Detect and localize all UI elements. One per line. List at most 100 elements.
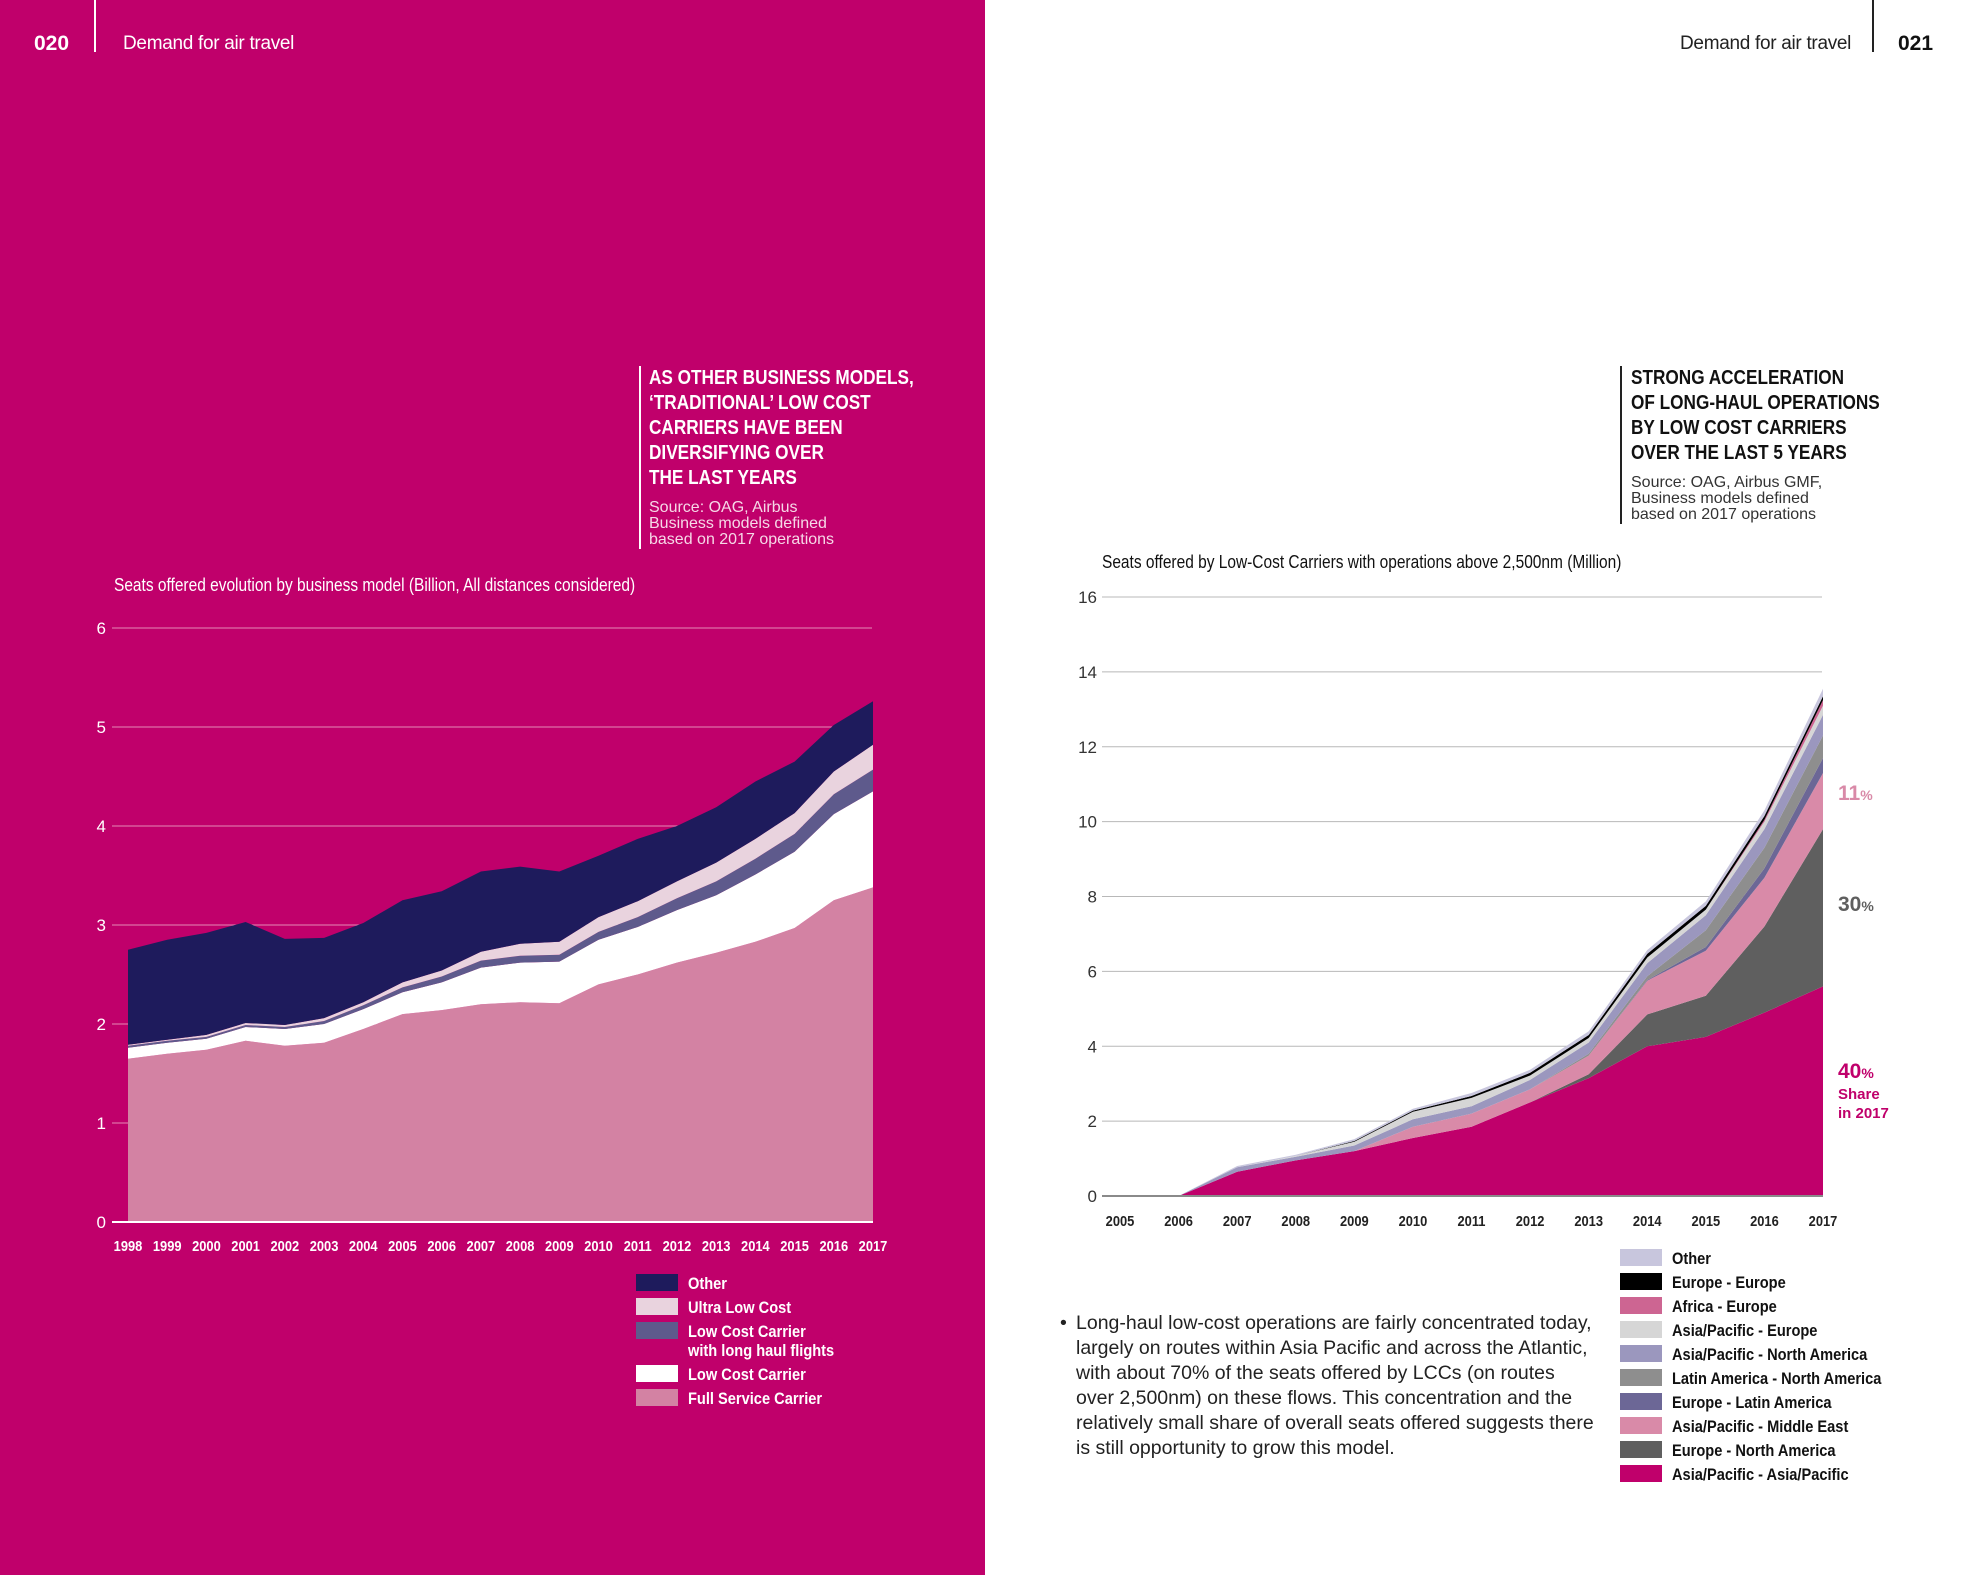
- legend-swatch: [636, 1365, 678, 1382]
- legend-item: Asia/Pacific - Europe: [1620, 1321, 1915, 1340]
- legend-swatch: [1620, 1249, 1662, 1266]
- share-label-30: 30%: [1838, 893, 1874, 917]
- y-tick-label: 2: [97, 1015, 106, 1034]
- x-tick-label: 2003: [310, 1237, 339, 1254]
- x-tick-label: 2006: [427, 1237, 456, 1254]
- legend-swatch: [636, 1322, 678, 1339]
- bullet-text: Long-haul low-cost operations are fairly…: [1076, 1312, 1594, 1459]
- bullet-icon: •: [1060, 1312, 1067, 1334]
- y-tick-label: 14: [1078, 663, 1097, 682]
- source-line: Business models defined: [649, 515, 827, 532]
- legend-item: Low Cost Carrier with long haul flights: [636, 1322, 858, 1360]
- share-unit: %: [1860, 787, 1873, 803]
- legend-label: Full Service Carrier: [688, 1389, 823, 1408]
- headline-left: AS OTHER BUSINESS MODELS, ‘TRADITIONAL’ …: [649, 366, 914, 491]
- x-tick-label: 2010: [1399, 1212, 1428, 1229]
- x-tick-label: 2010: [584, 1237, 613, 1254]
- legend-item: Latin America - North America: [1620, 1369, 1915, 1388]
- bullet-paragraph: • Long-haul low-cost operations are fair…: [1060, 1311, 1596, 1461]
- x-tick-label: 2016: [1750, 1212, 1779, 1229]
- header-divider-left: [94, 0, 96, 52]
- x-tick-label: 2013: [702, 1237, 731, 1254]
- x-tick-label: 2014: [741, 1237, 770, 1254]
- legend-left: Other Ultra Low Cost Low Cost Carrier with …: [636, 1274, 858, 1413]
- x-tick-label: 1999: [153, 1237, 182, 1254]
- legend-label: Ultra Low Cost: [688, 1298, 792, 1317]
- source-note-left: Source: OAG, Airbus Business models defi…: [649, 500, 834, 548]
- headline-line: BY LOW COST CARRIERS: [1631, 417, 1847, 439]
- legend-label: Latin America - North America: [1672, 1369, 1882, 1388]
- legend-swatch: [1620, 1345, 1662, 1362]
- y-tick-label: 5: [97, 718, 106, 737]
- legend-label: Asia/Pacific - Europe: [1672, 1321, 1818, 1340]
- legend-swatch: [1620, 1321, 1662, 1338]
- legend-item: Europe - Europe: [1620, 1273, 1915, 1292]
- x-tick-label: 2001: [231, 1237, 260, 1254]
- share-value: 30: [1838, 893, 1862, 916]
- share-unit: %: [1861, 1065, 1874, 1081]
- headline-line: CARRIERS HAVE BEEN: [649, 417, 843, 439]
- headline-line: ‘TRADITIONAL’ LOW COST: [649, 392, 871, 414]
- x-tick-label: 2009: [545, 1237, 574, 1254]
- headline-line: OVER THE LAST 5 YEARS: [1631, 442, 1847, 464]
- legend-swatch: [636, 1274, 678, 1291]
- x-tick-label: 2007: [1223, 1212, 1252, 1229]
- legend-label: Europe - Europe: [1672, 1273, 1786, 1292]
- legend-item: Ultra Low Cost: [636, 1298, 858, 1317]
- legend-item: Full Service Carrier: [636, 1389, 858, 1408]
- x-tick-label: 2009: [1340, 1212, 1369, 1229]
- legend-right: Other Europe - Europe Africa - Europe Asia/…: [1620, 1249, 1915, 1489]
- area-asia-pacific-asia-pacific: [1120, 986, 1823, 1196]
- area-other: [128, 701, 873, 1045]
- share-label-40: 40% Share in 2017: [1838, 1060, 1889, 1123]
- x-tick-label: 2011: [1458, 1212, 1486, 1229]
- source-line: based on 2017 operations: [649, 531, 835, 548]
- legend-item: Europe - North America: [1620, 1441, 1915, 1460]
- source-line: Source: OAG, Airbus GMF,: [1631, 474, 1823, 491]
- share-value: 40: [1838, 1060, 1862, 1083]
- y-tick-label: 12: [1078, 738, 1097, 757]
- y-tick-label: 10: [1078, 813, 1097, 832]
- source-line: based on 2017 operations: [1631, 506, 1817, 523]
- headline-right: STRONG ACCELERATION OF LONG-HAUL OPERATI…: [1631, 366, 1880, 466]
- source-line: Source: OAG, Airbus: [649, 499, 798, 516]
- x-tick-label: 2002: [271, 1237, 300, 1254]
- legend-item: Africa - Europe: [1620, 1297, 1915, 1316]
- x-tick-label: 2015: [780, 1237, 809, 1254]
- y-tick-label: 4: [97, 817, 106, 836]
- legend-swatch: [1620, 1465, 1662, 1482]
- share-value: 11: [1838, 782, 1861, 805]
- area-low-cost-carrier: [128, 791, 873, 1059]
- legend-swatch: [1620, 1441, 1662, 1458]
- legend-item: Other: [636, 1274, 858, 1293]
- area-europe-north-america: [1120, 829, 1823, 1196]
- x-tick-label: 2005: [1106, 1212, 1135, 1229]
- headline-rule-left: [639, 366, 641, 549]
- y-tick-label: 6: [1088, 962, 1097, 981]
- share-unit: %: [1861, 898, 1874, 914]
- legend-item: Other: [1620, 1249, 1915, 1268]
- legend-label: Europe - Latin America: [1672, 1393, 1832, 1412]
- area-europe-europe: [1120, 696, 1823, 1196]
- chart-title-left: Seats offered evolution by business mode…: [114, 575, 636, 595]
- legend-item: Low Cost Carrier: [636, 1365, 858, 1384]
- legend-label: Other: [688, 1274, 727, 1293]
- y-tick-label: 3: [97, 916, 106, 935]
- x-tick-label: 2006: [1164, 1212, 1193, 1229]
- legend-item: Europe - Latin America: [1620, 1393, 1915, 1412]
- page-number-right: 021: [1898, 32, 1934, 55]
- area-full-service-carrier: [128, 887, 873, 1222]
- x-tick-label: 2014: [1633, 1212, 1662, 1229]
- x-tick-label: 2013: [1574, 1212, 1603, 1229]
- legend-swatch: [1620, 1273, 1662, 1290]
- y-tick-label: 4: [1088, 1037, 1097, 1056]
- x-tick-label: 2017: [1809, 1212, 1838, 1229]
- y-tick-label: 8: [1088, 888, 1097, 907]
- x-tick-label: 1998: [114, 1237, 143, 1254]
- legend-label: Asia/Pacific - Asia/Pacific: [1672, 1465, 1849, 1484]
- y-tick-label: 6: [97, 619, 106, 638]
- area-other: [1120, 688, 1823, 1196]
- legend-swatch: [1620, 1297, 1662, 1314]
